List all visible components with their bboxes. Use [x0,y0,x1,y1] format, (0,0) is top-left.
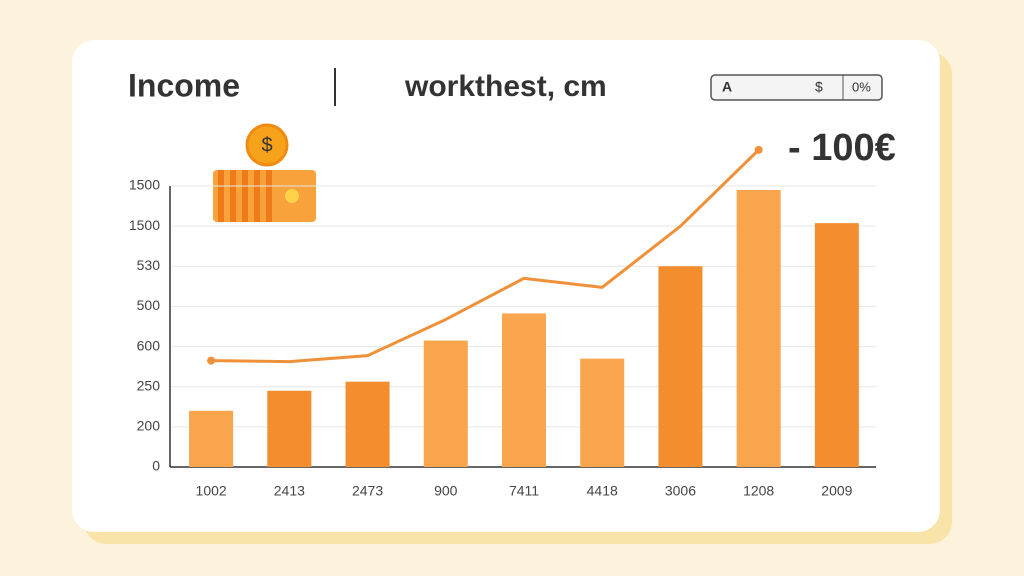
bar [502,313,546,467]
x-tick-label: 3006 [665,483,696,499]
bar [736,190,781,467]
x-tick-label: 1208 [743,483,774,499]
y-tick-label: 200 [137,418,161,434]
control[interactable]: $ [815,79,823,95]
bar [345,381,390,467]
control[interactable]: A [722,79,732,95]
x-tick-label: 7411 [509,483,539,499]
line-end [207,356,216,365]
control[interactable]: 0% [852,79,871,94]
svg-text:$: $ [261,134,272,156]
x-tick-label: 4418 [587,483,618,499]
bar [658,266,703,467]
y-tick-label: 1500 [129,177,160,193]
x-tick-label: 2413 [274,483,305,499]
y-tick-label: 1500 [129,217,160,233]
y-tick-label: 0 [152,458,160,474]
bar [189,410,234,467]
y-tick-label: 500 [137,297,161,313]
title: Income [128,67,240,103]
x-tick-label: 2009 [821,483,852,499]
bar [814,223,859,467]
y-tick-label: 250 [137,377,161,393]
y-tick-label: 600 [137,337,161,353]
line-end [754,145,763,154]
x-tick-label: 1002 [196,483,227,499]
subtitle: workthest, cm [404,70,607,103]
trend-line [211,148,760,364]
annotation: - 100€ [788,127,896,169]
bar [580,358,625,467]
y-tick-label: 530 [137,257,161,273]
bar [267,390,312,467]
x-tick-label: 2473 [352,483,383,499]
money-icon: $ [213,123,316,222]
x-tick-label: 900 [434,483,458,499]
bar [423,340,468,467]
control-box[interactable] [710,74,883,101]
